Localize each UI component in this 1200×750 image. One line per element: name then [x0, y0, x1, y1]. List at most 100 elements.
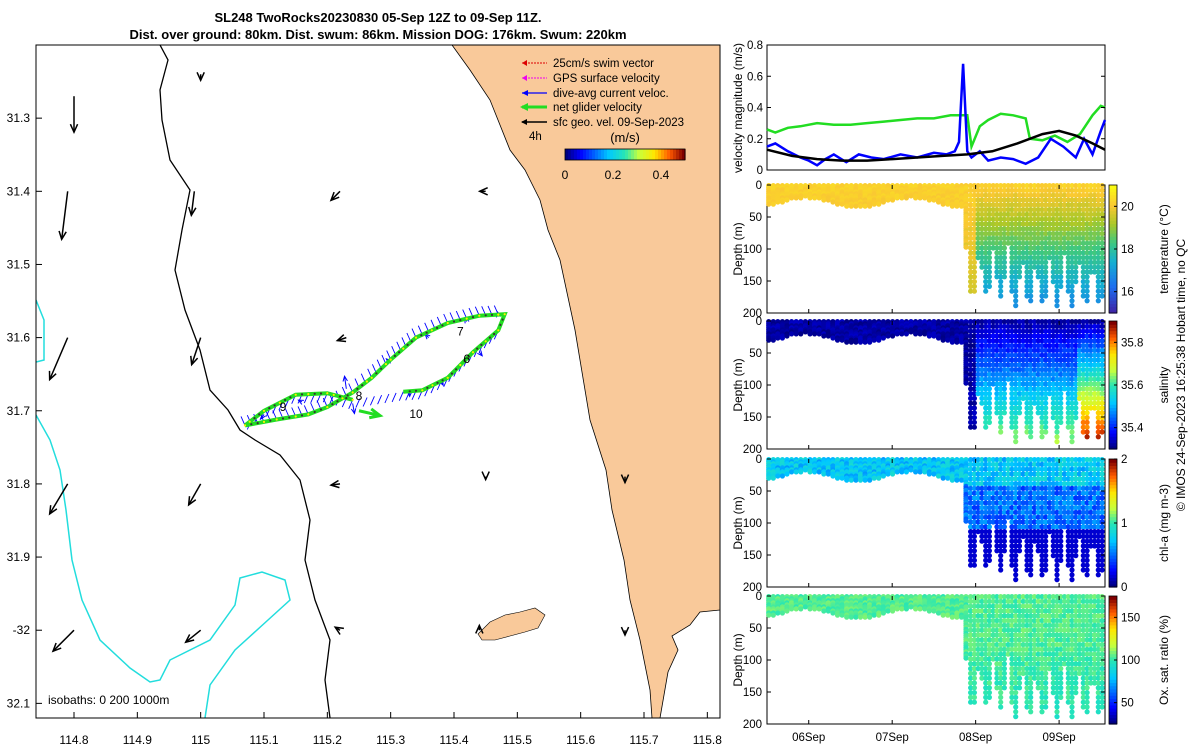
section-point: [1054, 391, 1060, 397]
section-point: [1099, 319, 1105, 325]
track-dot: [253, 417, 256, 420]
section-point: [830, 610, 836, 616]
speed-cb-cell: [577, 149, 581, 160]
section-point: [998, 495, 1004, 501]
section-point: [990, 333, 996, 339]
section-point: [1061, 352, 1068, 358]
section-point: [1095, 283, 1101, 289]
section-point: [986, 405, 993, 411]
section-point: [1065, 231, 1071, 237]
section-point: [1016, 352, 1023, 358]
section-point: [802, 467, 809, 473]
section-point: [1001, 269, 1008, 275]
section-point: [1084, 216, 1090, 222]
section-point: [1073, 376, 1079, 382]
geo-vector-11-head: [329, 479, 340, 489]
section-point: [1061, 485, 1068, 491]
track-dot: [406, 343, 409, 346]
section-point: [1054, 419, 1060, 425]
section-point: [1054, 553, 1060, 559]
section-point: [1054, 274, 1060, 280]
section-point: [1024, 567, 1030, 573]
section-point: [1054, 461, 1060, 467]
section-point: [1050, 405, 1056, 411]
section-point: [1016, 187, 1023, 193]
section-point: [1039, 533, 1045, 540]
map-xtick-label-9: 115.7: [629, 733, 658, 747]
section-point: [1001, 509, 1008, 515]
section-point: [1024, 187, 1030, 193]
section-point: [1028, 362, 1034, 368]
section-point: [1016, 519, 1023, 525]
section-point: [1039, 400, 1045, 406]
section-point: [1095, 192, 1101, 198]
section-point: [926, 608, 932, 614]
section-point: [1058, 557, 1064, 564]
section-point: [1024, 347, 1030, 353]
section-point: [1001, 362, 1008, 368]
section-point: [1095, 235, 1101, 241]
section-point: [990, 187, 996, 193]
section-point: [1001, 231, 1008, 237]
section-point: [1058, 529, 1064, 535]
section-point: [1043, 328, 1049, 334]
track-dot: [389, 358, 392, 361]
section-point: [1054, 328, 1060, 334]
section-point: [1076, 338, 1083, 344]
section-point: [983, 419, 989, 425]
section-point: [1001, 395, 1008, 401]
section-point: [1076, 352, 1083, 358]
section-point: [1016, 400, 1023, 406]
track-dot: [294, 415, 297, 418]
section-point: [1013, 367, 1019, 373]
section-point: [1020, 352, 1026, 358]
current-vector-1-head: [350, 408, 357, 415]
section-point: [1009, 343, 1015, 349]
section-point: [1001, 274, 1008, 280]
section-point: [1039, 461, 1045, 467]
colorbar-cell: [1109, 439, 1117, 444]
speed-cb-cell: [601, 149, 605, 160]
section-point: [1050, 333, 1056, 339]
section-point: [1039, 347, 1045, 353]
section-point: [1065, 250, 1071, 256]
section-point: [1013, 410, 1019, 416]
section-point: [1054, 250, 1060, 256]
track-dot: [441, 324, 444, 327]
section-point: [1065, 240, 1071, 246]
section-point: [971, 250, 978, 256]
section-point: [1024, 415, 1030, 421]
section-point: [1001, 514, 1008, 520]
section-point: [1080, 231, 1086, 237]
speed-cb-cell: [670, 149, 674, 160]
section-point: [1058, 405, 1064, 411]
section-point: [1028, 424, 1034, 430]
section-point: [1073, 226, 1079, 232]
section-point: [926, 197, 932, 203]
section-point: [979, 524, 985, 530]
section-point: [789, 469, 795, 475]
section-point: [1065, 415, 1071, 421]
track-dot: [467, 355, 470, 358]
section-point: [1058, 481, 1064, 487]
section-point: [1054, 240, 1060, 246]
section-point: [1088, 371, 1094, 377]
section-point: [1009, 395, 1015, 401]
section-point: [1076, 519, 1083, 525]
section-point: [1099, 381, 1105, 387]
section-point: [1013, 524, 1019, 530]
section-point: [968, 548, 974, 554]
section-point: [986, 216, 993, 222]
section-point: [1009, 231, 1015, 237]
section-point: [1069, 352, 1075, 358]
section-point: [1046, 466, 1053, 472]
section-point: [1080, 343, 1086, 349]
section-point: [975, 391, 981, 397]
section-point: [1039, 283, 1045, 289]
section-point: [1013, 362, 1019, 368]
section-point: [1069, 567, 1075, 573]
section-point: [1084, 391, 1090, 397]
section-point: [990, 509, 996, 515]
section-point: [1024, 338, 1030, 344]
section-point: [1009, 533, 1015, 540]
